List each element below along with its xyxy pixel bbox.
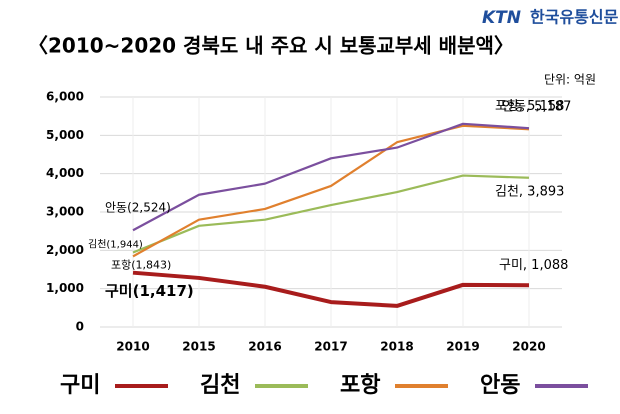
data-label: 포항(1,843) (111, 258, 171, 271)
y-tick-label: 0 (76, 320, 84, 334)
data-label: 구미(1,417) (105, 282, 194, 300)
x-tick-label: 2016 (248, 340, 281, 354)
y-tick-label: 6,000 (46, 90, 84, 104)
x-tick-label: 2018 (380, 340, 413, 354)
legend-label: 포항 (340, 373, 380, 398)
y-tick-label: 5,000 (46, 128, 84, 142)
logo-brand: KTN (482, 8, 521, 28)
series-line (132, 174, 530, 254)
legend-label: 구미 (60, 373, 100, 398)
y-tick-label: 3,000 (46, 205, 84, 219)
series-line (132, 124, 530, 258)
legend-label: 안동 (480, 373, 520, 398)
data-label: 김천(1,944) (88, 238, 143, 250)
y-tick-label: 1,000 (46, 281, 84, 295)
data-label: 안동(2,524) (105, 201, 171, 215)
chart-title: 〈2010~2020 경북도 내 주요 시 보통교부세 배분액〉 (28, 34, 514, 58)
legend-label: 김천 (200, 373, 240, 398)
x-tick-label: 2020 (512, 340, 545, 354)
y-tick-label: 2,000 (46, 243, 84, 257)
x-tick-label: 2010 (116, 340, 149, 354)
data-label: 구미, 1,088 (499, 258, 568, 273)
y-tick-label: 4,000 (46, 166, 84, 180)
x-tick-label: 2017 (314, 340, 347, 354)
data-label: 안동, 5,187 (502, 100, 571, 115)
logo-name: 한국유통신문 (530, 8, 619, 27)
series-line (132, 122, 530, 232)
x-tick-label: 2019 (446, 340, 479, 354)
data-label: 김천, 3,893 (495, 184, 564, 199)
data-label: 포항, 5,158 (495, 99, 564, 114)
series-line (132, 270, 530, 308)
unit-label: 단위: 억원 (544, 73, 596, 87)
x-tick-label: 2015 (182, 340, 215, 354)
